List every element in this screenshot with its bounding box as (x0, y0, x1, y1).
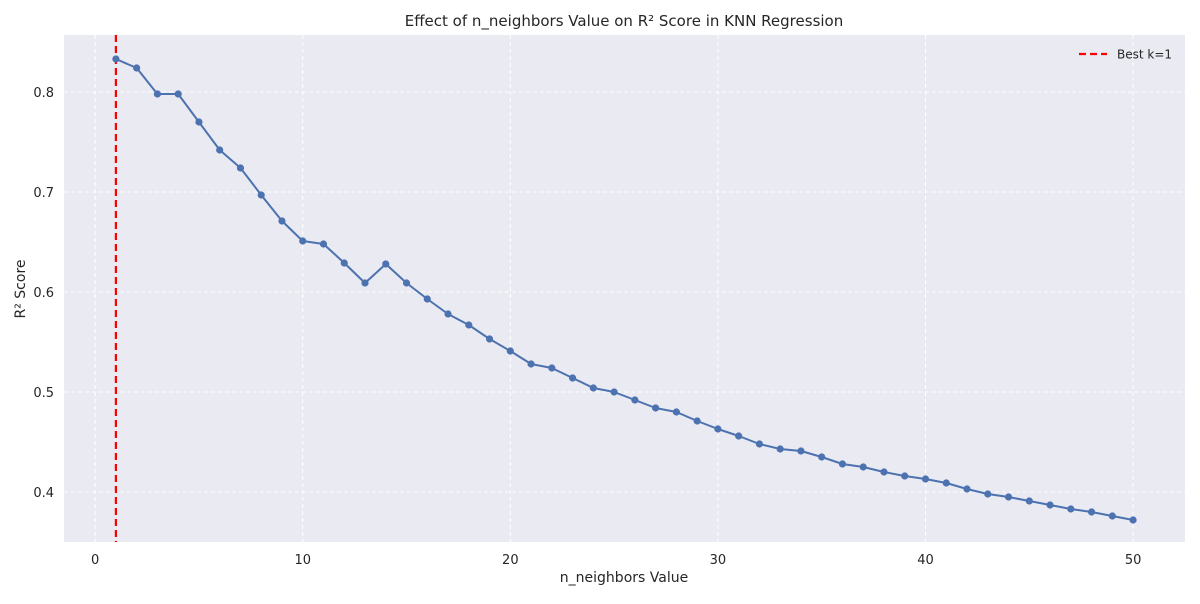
data-point (693, 417, 701, 425)
plot-area (64, 35, 1185, 542)
data-point (1108, 512, 1116, 520)
data-point (133, 64, 141, 72)
data-point (548, 364, 556, 372)
data-point (257, 191, 265, 199)
data-point (1129, 516, 1137, 524)
data-point (818, 453, 826, 461)
data-point (278, 217, 286, 225)
data-point (236, 164, 245, 172)
data-point (984, 490, 992, 498)
grid (64, 35, 1185, 542)
y-tick-label: 0.6 (33, 286, 54, 301)
y-tick-label: 0.5 (33, 386, 54, 401)
x-axis-title: n_neighbors Value (560, 570, 688, 586)
data-point (153, 90, 162, 98)
data-point (610, 388, 618, 396)
data-point (714, 425, 722, 433)
data-point (963, 485, 971, 493)
data-point (299, 237, 307, 245)
data-point (174, 90, 182, 98)
y-tick-label: 0.4 (33, 486, 54, 501)
x-tick-label: 40 (917, 553, 934, 568)
data-point (838, 460, 847, 468)
data-point (735, 432, 743, 440)
data-point (465, 321, 473, 329)
data-point (319, 240, 328, 248)
x-tick-label: 10 (294, 553, 311, 568)
data-point (506, 347, 514, 355)
data-point (631, 396, 639, 404)
y-axis-title: R² Score (13, 259, 29, 318)
data-point (901, 472, 909, 480)
x-tick-label: 20 (502, 553, 519, 568)
data-point (195, 118, 203, 126)
y-tick-label: 0.7 (33, 186, 54, 201)
data-point (444, 310, 452, 318)
x-tick-label: 50 (1125, 553, 1142, 568)
data-point (652, 404, 660, 412)
data-point (942, 479, 950, 487)
chart-title: Effect of n_neighbors Value on R² Score … (405, 12, 843, 31)
data-point (569, 374, 577, 382)
data-point (361, 279, 369, 287)
data-point (776, 445, 784, 453)
y-tick-label: 0.8 (33, 86, 54, 101)
data-point (1046, 501, 1054, 509)
legend: Best k=1 (1079, 48, 1172, 62)
data-point (1025, 497, 1033, 505)
data-point (797, 447, 805, 455)
series (112, 55, 1137, 524)
legend-label: Best k=1 (1117, 48, 1172, 62)
data-point (755, 440, 764, 448)
data-point (112, 55, 120, 63)
data-point (382, 260, 390, 268)
x-tick-label: 0 (91, 553, 99, 568)
data-point (1004, 493, 1013, 501)
x-tick-label: 30 (710, 553, 727, 568)
data-point (485, 335, 494, 343)
data-point (340, 259, 348, 267)
data-point (921, 475, 930, 483)
data-point (1067, 505, 1075, 513)
data-point (880, 468, 888, 476)
data-point (589, 384, 597, 392)
data-point (672, 408, 680, 416)
data-point (423, 295, 431, 303)
data-point (859, 463, 867, 471)
data-point (402, 279, 411, 287)
data-point (1087, 508, 1096, 516)
r2-score-line (115, 58, 1134, 521)
data-point (216, 146, 224, 154)
ticks: 0 10 20 30 40 50 0.4 0.5 0.6 0.7 0.8 (33, 86, 1141, 568)
data-point (527, 360, 535, 368)
